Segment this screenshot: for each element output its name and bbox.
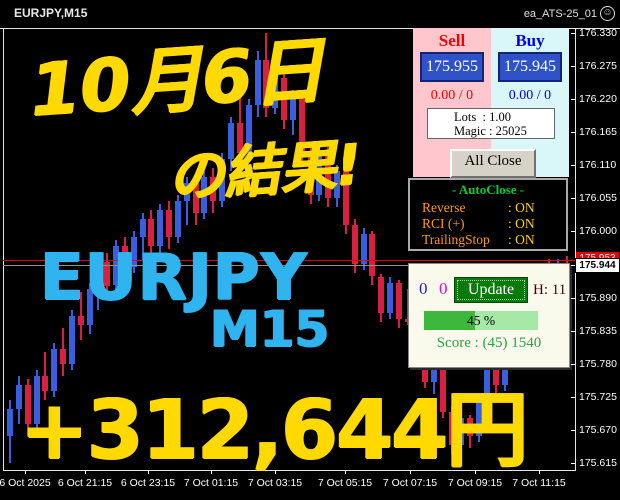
chart-title: EURJPY,M15 [14, 6, 88, 20]
sell-label: Sell [438, 31, 466, 50]
ea-name-area: ea_ATS-25_01 ☺ [524, 6, 615, 21]
ask-price-line [3, 260, 575, 261]
overlay-symbol-text: EURJPY [40, 241, 309, 315]
candle-body [69, 316, 75, 364]
candle-body [148, 219, 154, 246]
buy-stats: 0.00 / 0 [508, 88, 552, 103]
candle-body [458, 418, 464, 445]
candle-body [25, 385, 31, 424]
update-panel: 0 0 Update H: 11 45 % Score : (45) 1540 [408, 263, 570, 368]
candle-body [210, 177, 216, 201]
candle-body [440, 364, 446, 412]
candle-wick [142, 213, 144, 261]
magic-line: Magic : 25025 [454, 124, 527, 138]
chart-border-top [0, 28, 620, 29]
autoclose-panel: - AutoClose - Reverse : ON RCI (+) : ON … [408, 178, 568, 251]
candle-body [352, 225, 358, 264]
price-axis-line [575, 28, 576, 471]
autoclose-value: : ON [508, 216, 535, 231]
candle-body [476, 400, 482, 436]
autoclose-label: Reverse [422, 200, 466, 215]
candle-body [60, 349, 66, 364]
candle-body [201, 177, 207, 213]
ea-name: ea_ATS-25_01 [523, 7, 597, 20]
candle-body [263, 60, 269, 108]
autoclose-label: TrailingStop [422, 232, 490, 247]
autoclose-label: RCI (+) [422, 216, 465, 231]
candle-body [34, 376, 40, 424]
candle-body [175, 201, 181, 237]
buy-price-button[interactable]: 175.945 [498, 52, 562, 82]
candle-body [7, 409, 13, 436]
sell-price-button[interactable]: 175.955 [420, 52, 484, 82]
candle-body [51, 349, 57, 391]
progress-fill [424, 311, 476, 330]
candle-body [42, 376, 48, 391]
candle-body [387, 283, 393, 313]
hold-counter: H: 11 [533, 282, 567, 298]
candle-body [237, 123, 243, 153]
chart-border-left [3, 28, 4, 471]
candle-body [140, 219, 146, 237]
candle-body [246, 105, 252, 153]
overlay-profit-text: +312,644円 [20, 383, 528, 478]
candle-body [131, 237, 137, 267]
candle-body [369, 234, 375, 276]
progress-bar: 45 % [424, 311, 538, 330]
count-blue: 0 [419, 279, 428, 298]
candle-body [431, 364, 437, 382]
candle-body [396, 283, 402, 319]
candle-body [378, 277, 384, 313]
candle-body [219, 159, 225, 201]
autoclose-value: : ON [508, 200, 535, 215]
candle-body [281, 78, 287, 120]
candle-body [104, 262, 110, 286]
candle-body [78, 316, 84, 325]
lots-magic-box: Lots : 1.00 Magic : 25025 [427, 108, 555, 139]
candle-body [334, 171, 340, 198]
candle-body [16, 385, 22, 409]
sell-stats: 0.00 / 0 [430, 88, 474, 103]
overlay-result-text: の結果! [165, 132, 364, 211]
time-axis-line [3, 470, 576, 471]
bid-price-line [3, 265, 575, 266]
candle-body [157, 210, 163, 246]
buy-label: Buy [515, 31, 545, 50]
candle-wick [186, 177, 188, 225]
autoclose-value: : ON [508, 232, 535, 247]
candle-body [308, 156, 314, 195]
candle-body [95, 262, 101, 289]
candle-body [325, 156, 331, 198]
candle-body [493, 370, 499, 385]
all-close-button[interactable]: All Close [450, 149, 536, 178]
count-magenta: 0 [439, 279, 448, 298]
candle-body [361, 234, 367, 264]
overlay-date-text: 10月6日 [27, 27, 327, 133]
lots-line: Lots : 1.00 [454, 110, 511, 124]
candle-body [87, 289, 93, 325]
overlay-timeframe-text: M15 [210, 300, 330, 358]
candle-body [228, 123, 234, 159]
ea-smiley-icon[interactable]: ☺ [600, 6, 615, 21]
progress-label: 45 % [466, 313, 496, 328]
autoclose-title: - AutoClose - [451, 182, 525, 197]
candle-body [184, 183, 190, 201]
candle-body [299, 99, 305, 156]
candle-body [484, 370, 490, 400]
candle-body [122, 246, 128, 267]
candle-body [467, 418, 473, 436]
candle-body [272, 78, 278, 108]
candle-body [343, 171, 349, 225]
candle-body [316, 156, 322, 195]
candle-body [166, 210, 172, 237]
update-button[interactable]: Update [454, 277, 528, 303]
candle-body [255, 60, 261, 105]
trade-panel: Sell Buy 175.955 175.945 0.00 / 0 0.00 /… [413, 28, 569, 178]
candle-body [449, 412, 455, 445]
candle-body [193, 183, 199, 213]
candle-body [290, 99, 296, 120]
score-text: Score : (45) 1540 [436, 335, 542, 351]
